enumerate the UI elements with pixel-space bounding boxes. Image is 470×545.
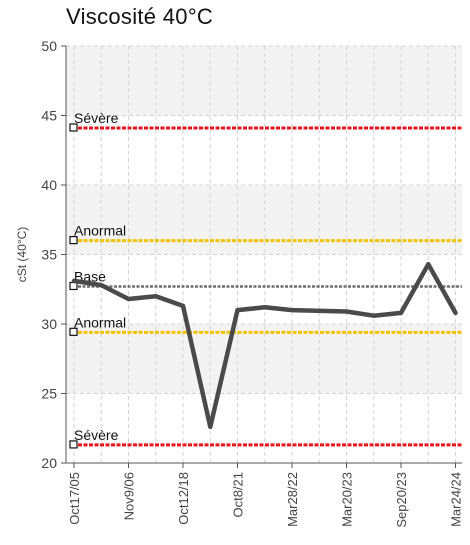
data-point <box>427 263 430 266</box>
data-point <box>372 314 375 317</box>
data-point <box>236 308 239 312</box>
background-band <box>66 46 462 116</box>
reference-label: Sévère <box>74 110 119 126</box>
background-band <box>66 185 462 255</box>
data-point <box>345 310 348 313</box>
chart-title: Viscosité 40°C <box>66 4 214 29</box>
background-band <box>66 115 462 185</box>
data-point <box>72 279 76 283</box>
series-line <box>71 261 458 430</box>
y-tick-label: 25 <box>41 386 57 402</box>
y-tick-label: 35 <box>41 247 57 263</box>
data-point <box>209 425 212 429</box>
reference-marker <box>69 440 78 449</box>
data-point <box>100 283 103 287</box>
x-tick-label: Oct8/21 <box>231 472 246 518</box>
reference-label: Sévère <box>74 427 119 443</box>
data-point <box>181 304 185 308</box>
x-tick-label: Oct17/05 <box>67 472 82 525</box>
data-point <box>154 295 157 298</box>
data-point <box>290 308 294 312</box>
y-tick-label: 50 <box>41 38 57 54</box>
background-band <box>66 393 462 463</box>
y-tick-label: 40 <box>41 177 57 193</box>
x-tick-label: Sep20/23 <box>394 472 409 528</box>
data-point <box>263 306 266 309</box>
data-point <box>454 311 457 315</box>
x-tick-label: Oct12/18 <box>176 472 191 525</box>
reference-marker <box>69 327 78 336</box>
x-tick-label: Mar28/22 <box>285 472 300 527</box>
y-tick-label: 45 <box>41 108 57 124</box>
reference-label: Anormal <box>74 314 126 330</box>
x-tick-label: Mar24/24 <box>449 472 464 527</box>
background-band <box>66 324 462 394</box>
y-axis-label: cSt (40°C) <box>15 227 29 282</box>
reference-label: Anormal <box>74 223 126 239</box>
x-tick-label: Mar20/23 <box>340 472 355 527</box>
reference-marker <box>69 236 78 245</box>
x-tick-label: Nov9/06 <box>122 472 137 520</box>
data-point <box>127 297 130 301</box>
reference-marker <box>69 123 78 132</box>
data-point <box>399 311 403 315</box>
y-tick-label: 30 <box>41 316 57 332</box>
y-tick-label: 20 <box>41 455 57 471</box>
